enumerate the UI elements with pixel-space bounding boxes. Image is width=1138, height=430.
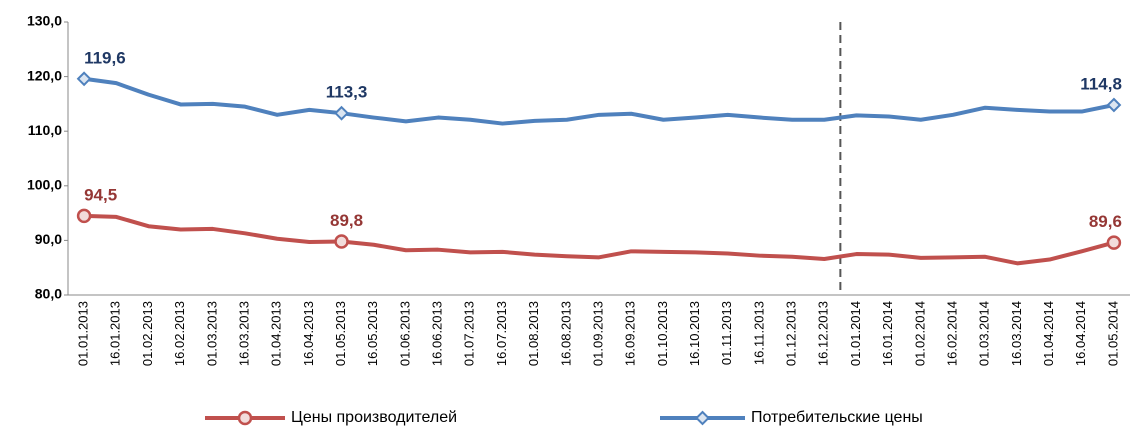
x-tick-label: 16.11.2013	[751, 301, 766, 365]
x-tick-label: 16.10.2013	[687, 301, 702, 366]
x-tick-label: 01.04.2013	[269, 301, 284, 366]
x-tick-label: 01.06.2013	[397, 301, 412, 366]
x-tick-label: 16.09.2013	[623, 301, 638, 366]
point-marker	[76, 208, 92, 224]
legend-label: Цены производителей	[291, 409, 457, 426]
x-tick-label: 16.03.2013	[236, 301, 251, 366]
x-tick-label: 01.01.2014	[848, 301, 863, 366]
x-tick-label: 01.08.2013	[526, 301, 541, 366]
value-label: 89,8	[330, 211, 363, 230]
value-label: 119,6	[84, 48, 126, 67]
x-tick-label: 01.05.2013	[333, 301, 348, 366]
y-tick-label: 120,0	[27, 67, 62, 83]
legend-label: Потребительские цены	[751, 409, 923, 426]
point-marker	[76, 71, 92, 87]
y-tick-label: 110,0	[28, 122, 62, 138]
x-tick-label: 01.02.2013	[140, 301, 155, 366]
x-tick-label: 01.04.2014	[1041, 301, 1056, 366]
x-tick-label: 16.07.2013	[494, 301, 509, 366]
legend-marker	[237, 410, 253, 426]
x-tick-label: 01.10.2013	[655, 301, 670, 366]
series-line	[83, 76, 1115, 126]
value-label: 114,8	[1080, 74, 1122, 93]
x-tick-label: 16.05.2013	[365, 301, 380, 366]
point-marker	[1106, 97, 1122, 113]
point-marker	[334, 234, 349, 249]
x-tick-label: 01.12.2013	[784, 301, 799, 366]
x-tick-label: 16.04.2014	[1073, 301, 1088, 366]
x-tick-label: 01.02.2014	[912, 301, 927, 366]
x-tick-label: 01.07.2013	[462, 301, 477, 366]
x-tick-label: 16.01.2014	[880, 301, 895, 366]
y-tick-label: 100,0	[27, 177, 62, 193]
x-tick-label: 16.12.2013	[816, 301, 831, 366]
x-tick-label: 01.05.2014	[1105, 301, 1120, 366]
x-tick-label: 16.02.2013	[172, 301, 187, 366]
x-tick-label: 16.04.2013	[301, 301, 316, 366]
y-tick-label: 90,0	[35, 231, 62, 247]
y-tick-label: 130,0	[27, 13, 62, 29]
x-tick-label: 16.06.2013	[430, 301, 445, 366]
x-tick-label: 16.08.2013	[558, 301, 573, 366]
value-label: 94,5	[84, 185, 117, 204]
x-tick-label: 01.03.2014	[977, 301, 992, 366]
value-label: 89,6	[1089, 212, 1122, 231]
x-tick-label: 01.09.2013	[590, 301, 605, 366]
x-tick-label: 16.01.2013	[108, 301, 123, 366]
legend-marker	[695, 410, 710, 426]
series-line	[84, 213, 1115, 266]
y-tick-label: 80,0	[35, 286, 62, 302]
x-tick-label: 01.03.2013	[204, 301, 219, 366]
point-marker	[334, 105, 349, 121]
x-tick-label: 16.02.2014	[944, 301, 959, 366]
value-label: 113,3	[326, 83, 368, 102]
x-tick-label: 16.03.2014	[1009, 301, 1024, 366]
point-marker	[1106, 235, 1122, 250]
x-tick-label: 01.11.2013	[719, 301, 734, 365]
x-tick-label: 01.01.2013	[76, 301, 91, 366]
